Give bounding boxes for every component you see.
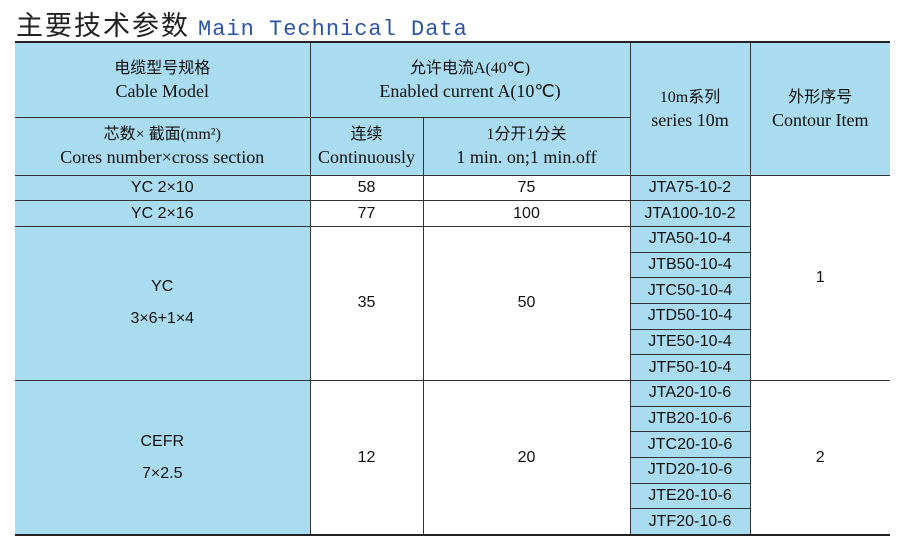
cable-model: YC 3×6+1×4: [15, 225, 311, 382]
header-cn: 允许电流A(40℃): [409, 59, 531, 77]
header-cn: 芯数× 截面(mm²): [103, 126, 221, 143]
series-code: JTA100-10-2: [629, 200, 750, 227]
header-cell: 连续 Continuously: [309, 116, 424, 176]
series-code: JTF50-10-4: [630, 354, 750, 381]
header-en: Contour Item: [772, 109, 869, 130]
row: JTC20-10-6: [15, 431, 890, 459]
model-text: 7×2.5: [142, 464, 183, 482]
title-cn: 主要技术参数: [16, 11, 190, 42]
continuous-current: 12: [309, 380, 424, 536]
intermittent-current: 75: [422, 174, 631, 202]
header-cn: 10m系列: [659, 88, 721, 106]
row: JTE20-10-6: [15, 482, 890, 510]
title-en: Main Technical Data: [198, 17, 468, 42]
model-text: YC 2×10: [130, 178, 194, 196]
header-en: Continuously: [317, 147, 415, 167]
header-en: 1 min. on;1 min.off: [456, 147, 597, 167]
header-cell: 电缆型号规格 Cable Model: [15, 41, 311, 118]
model-text: 3×6+1×4: [130, 310, 195, 328]
series-code: JTC20-10-6: [630, 431, 750, 459]
model-text: YC: [151, 278, 174, 296]
model-text: CEFR: [140, 432, 185, 450]
intermittent-current: 50: [422, 225, 631, 382]
header-cn: 1分开1分关: [486, 126, 567, 143]
data-table: 电缆型号规格 Cable Model 允许电流A(40℃) Enabled curr…: [15, 41, 890, 537]
row: CEFR 7×2.5 12 20 JTA20-10-6 2: [15, 380, 890, 536]
series-code: JTB20-10-6: [630, 405, 750, 433]
row: YC 2×16 77 100 JTA100-10-2: [15, 200, 890, 227]
series-code: JTA50-10-4: [629, 225, 750, 253]
row: JTC50-10-4: [15, 277, 890, 304]
row: JTF20-10-6: [15, 508, 890, 536]
row: JTD50-10-4: [15, 302, 890, 330]
model-text: YC 2×16: [130, 204, 194, 222]
series-code: JTA75-10-2: [629, 174, 751, 202]
header-cell: 10m系列 series 10m: [629, 41, 751, 176]
series-code: JTE50-10-4: [630, 328, 750, 356]
row: YC 2×10 58 75 JTA75-10-2 1: [15, 174, 890, 381]
continuous-current: 77: [309, 200, 424, 227]
cable-model: CEFR 7×2.5: [15, 380, 311, 536]
row: YC 3×6+1×4 35 50 JTA50-10-4: [15, 225, 890, 382]
header-cn: 电缆型号规格: [114, 59, 211, 77]
series-code: JTA20-10-6: [629, 380, 751, 407]
row: JTE50-10-4: [15, 328, 890, 356]
cable-model: YC 2×10: [15, 174, 311, 202]
intermittent-current: 20: [422, 380, 631, 536]
header-cell: 芯数× 截面(mm²) Cores number×cross section: [15, 116, 311, 176]
row: JTB50-10-4: [15, 251, 890, 279]
series-code: JTB50-10-4: [630, 251, 750, 279]
header-en: Enabled current A(10℃): [379, 80, 561, 101]
contour-item: 2: [749, 380, 890, 536]
series-code: JTF20-10-6: [630, 508, 750, 536]
header-en: series 10m: [651, 109, 729, 130]
series-code: JTD20-10-6: [630, 457, 750, 484]
row: JTB20-10-6: [15, 405, 890, 433]
continuous-current: 35: [309, 225, 424, 382]
intermittent-current: 100: [422, 200, 631, 227]
header-cn: 连续: [350, 126, 383, 143]
continuous-current: 58: [309, 174, 424, 202]
cable-model: YC 2×16: [15, 200, 311, 227]
series-code: JTC50-10-4: [630, 277, 750, 304]
row: JTD20-10-6: [15, 457, 890, 484]
header-en: Cable Model: [115, 80, 209, 101]
header-cell: 1分开1分关 1 min. on;1 min.off: [422, 116, 630, 176]
header-cell: 允许电流A(40℃) Enabled current A(10℃): [309, 41, 631, 118]
title: 主要技术参数 Main Technical Data: [16, 4, 468, 42]
series-code: JTE20-10-6: [630, 482, 750, 510]
series-code: JTD50-10-4: [630, 302, 750, 330]
contour-item: 1: [749, 174, 890, 381]
header-cell: 外形序号 Contour Item: [749, 41, 890, 176]
header-cn: 外形序号: [788, 88, 853, 106]
row: JTF50-10-4: [15, 354, 890, 381]
header-en: Cores number×cross section: [60, 147, 265, 167]
